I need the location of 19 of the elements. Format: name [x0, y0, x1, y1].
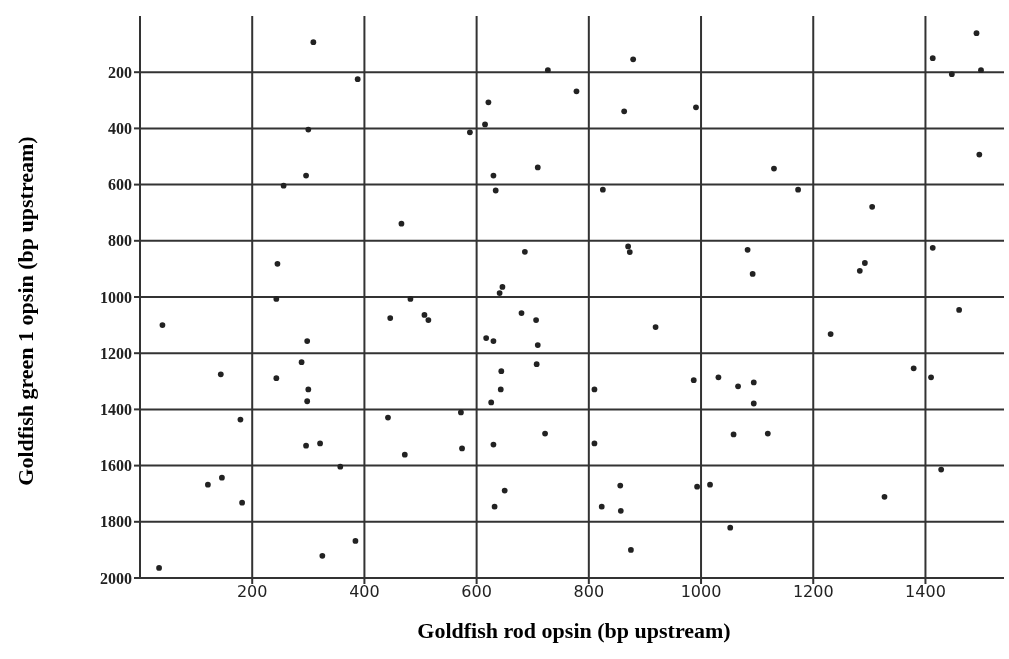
x-tick-label: 1200: [792, 582, 834, 602]
y-tick-label: 1200: [100, 344, 132, 362]
y-axis-title: Goldfish green 1 opsin (bp upstream): [13, 135, 39, 488]
y-tick-label: 1000: [100, 288, 132, 306]
x-axis-title: Goldfish rod opsin (bp upstream): [416, 618, 732, 644]
x-tick-label: 600: [461, 582, 492, 602]
x-tick-label: 400: [349, 582, 380, 602]
x-tick-label: 800: [573, 582, 605, 602]
y-tick-label: 600: [108, 176, 132, 194]
y-tick-label: 200: [108, 63, 132, 81]
y-tick-label: 800: [108, 232, 132, 250]
y-tick-label: 1800: [100, 513, 132, 531]
y-tick-label: 2000: [100, 569, 132, 587]
y-tick-label: 1400: [100, 401, 132, 419]
x-tick-label: 200: [236, 582, 268, 602]
y-tick-label: 1600: [100, 457, 132, 475]
y-tick-label: 400: [108, 120, 132, 138]
x-tick-label: 1400: [905, 582, 946, 602]
x-tick-label: 1000: [680, 582, 722, 602]
